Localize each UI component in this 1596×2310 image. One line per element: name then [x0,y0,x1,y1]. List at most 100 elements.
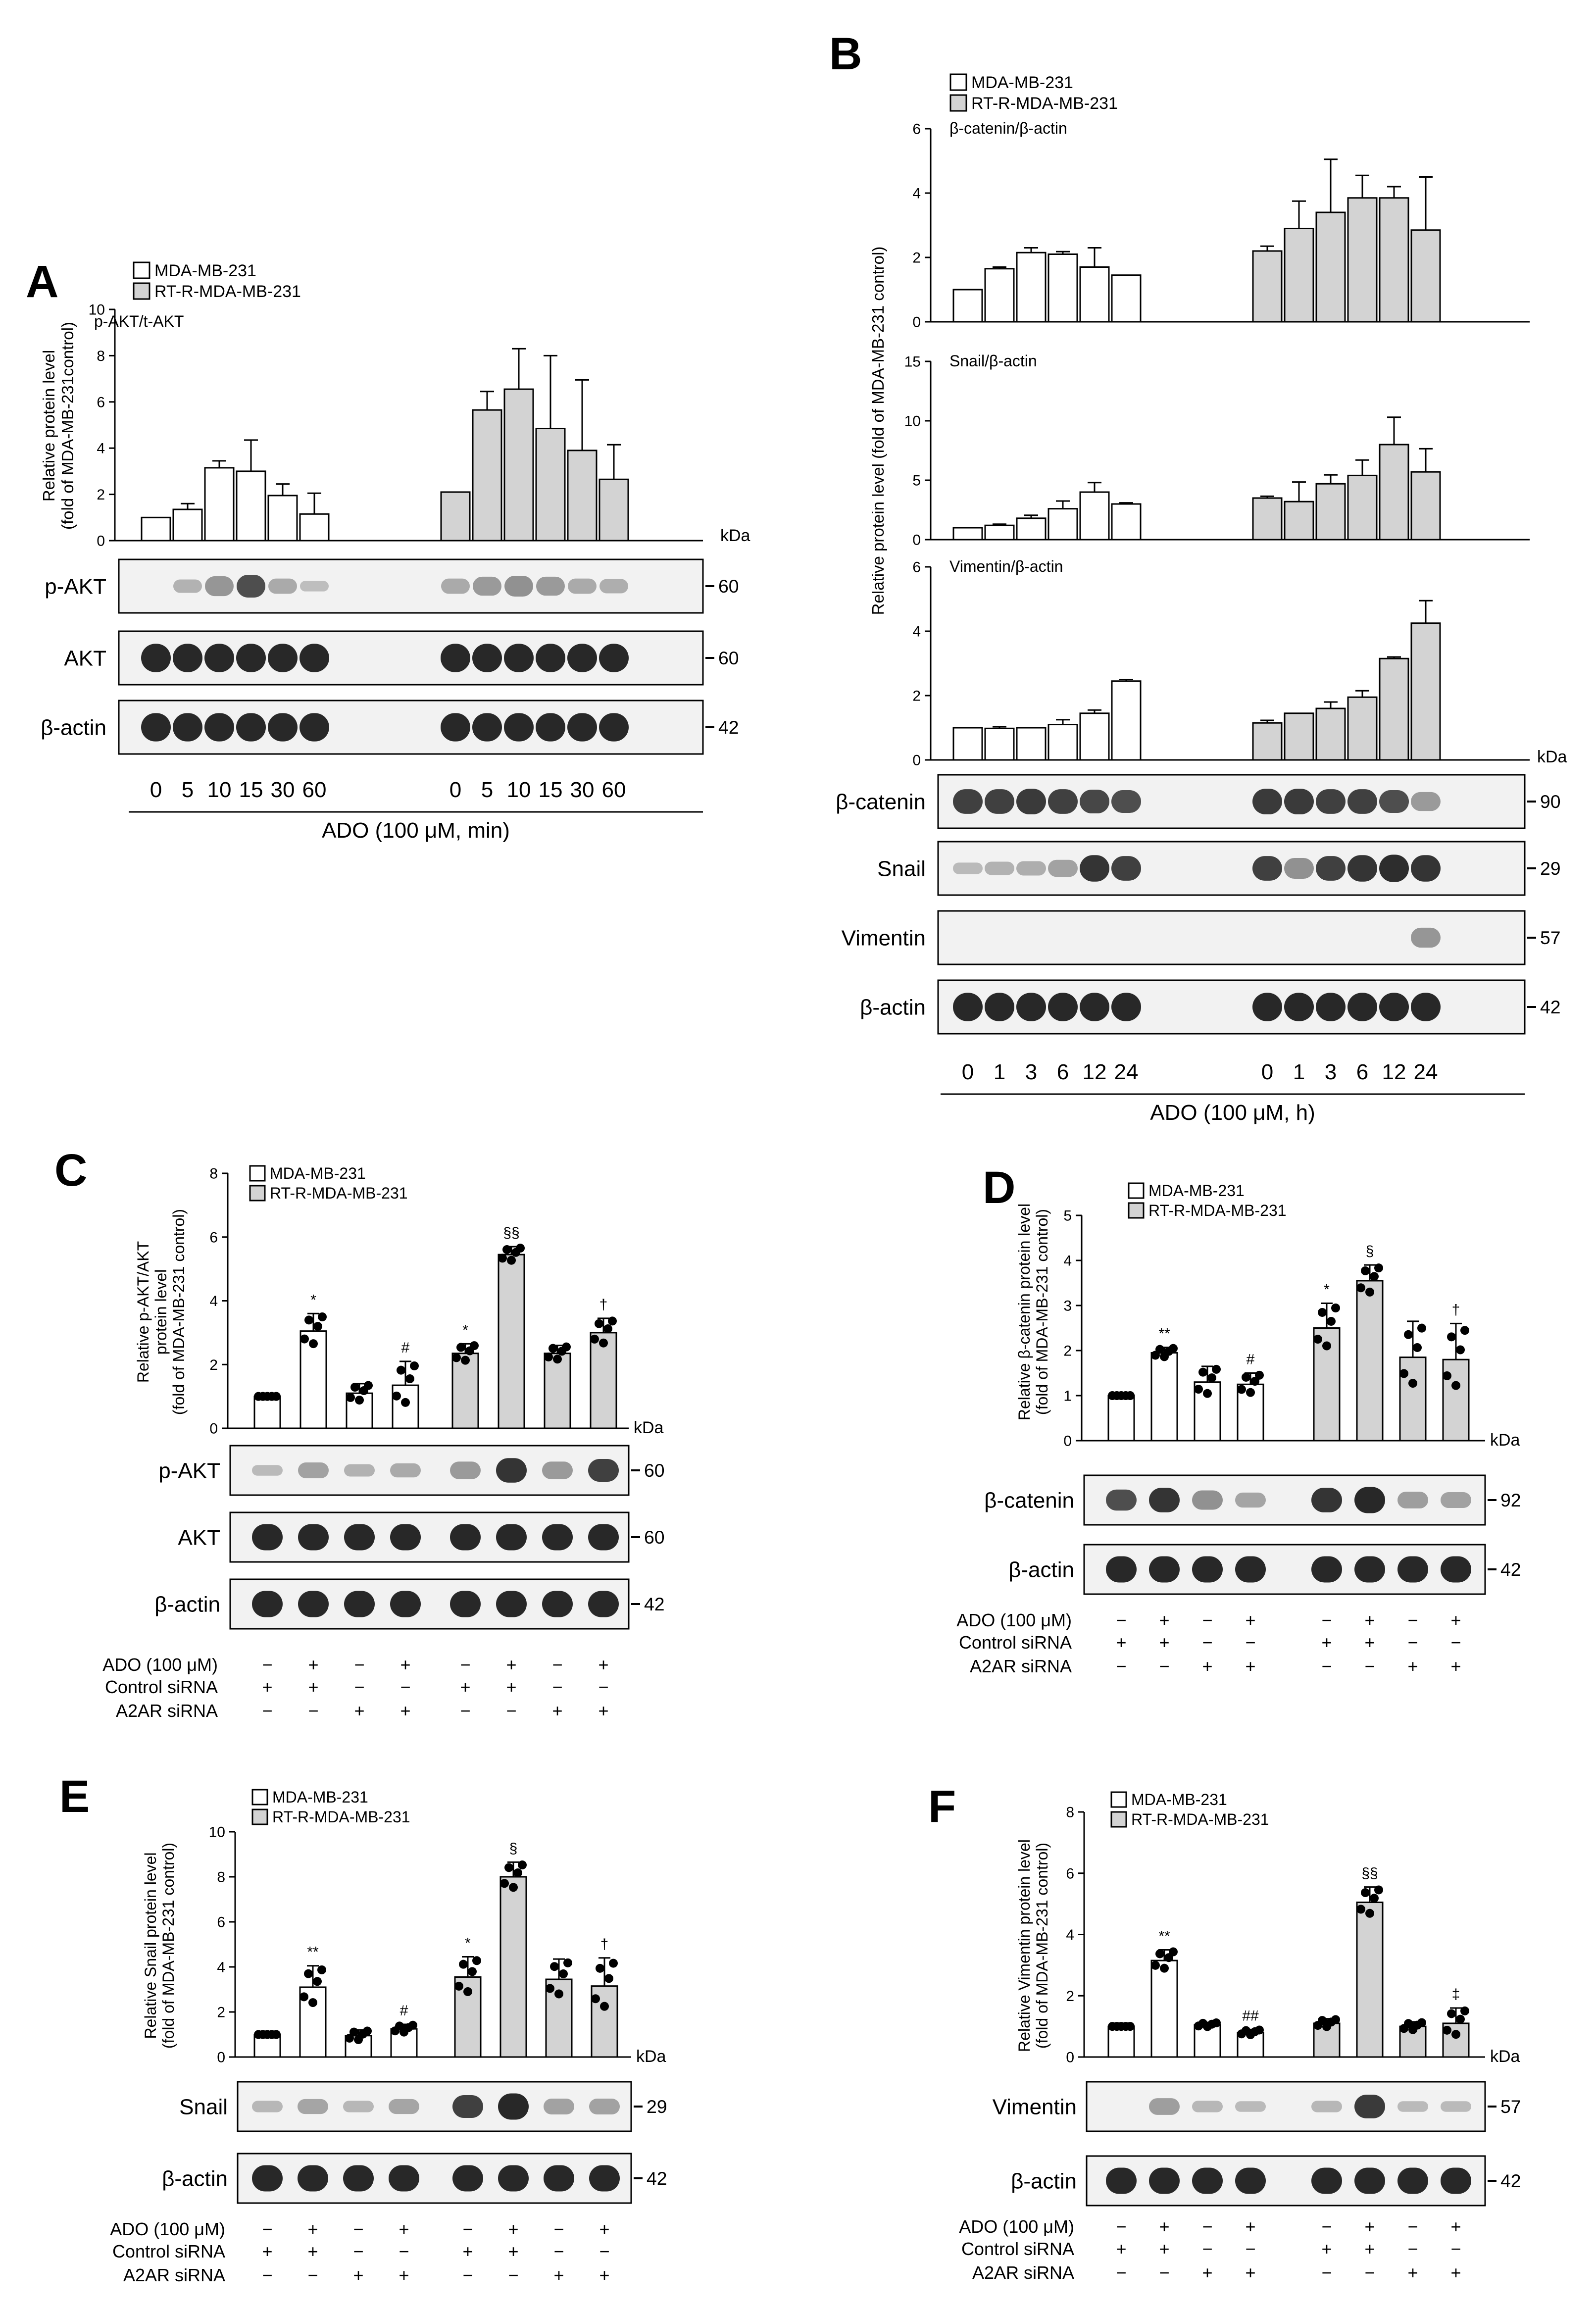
treatment-sign: + [1159,2216,1169,2237]
blot-band [1106,1556,1137,1583]
legend-label: RT-R-MDA-MB-231 [1131,1810,1269,1828]
data-point [1408,1379,1417,1388]
blot-band [441,713,470,742]
bar [1410,622,1441,761]
treatment-sign: − [552,1655,562,1675]
y-axis-label: Relative p-AKT/AKT [134,1241,152,1383]
treatment-sign: + [1321,2239,1332,2259]
legend-swatch-grey [1128,1202,1145,1219]
data-point [1361,1266,1370,1275]
bar [535,428,566,542]
bar [1252,497,1283,541]
y-tick-label: 8 [209,1166,218,1182]
panel-subtitle: β-catenin/β-actin [949,119,1067,137]
kda-header: kDa [634,1418,664,1437]
data-point [1169,1344,1178,1353]
significance-marker: ** [307,1944,319,1960]
treatment-sign: − [353,2219,363,2239]
treatment-sign: + [307,2219,318,2239]
treatment-sign: + [1450,2262,1461,2283]
data-point [313,1977,322,1986]
treatment-sign: + [1202,2262,1212,2283]
treatment-sign: + [462,2241,473,2261]
bar [1111,503,1142,541]
bar [1079,712,1110,761]
blot-band [542,1591,573,1617]
data-point [1242,1372,1250,1382]
y-tick-label: 8 [1066,1805,1074,1821]
blot-band [985,993,1014,1021]
bar [1379,657,1409,761]
time-label: 5 [481,778,493,802]
kda-header: kDa [1490,2047,1520,2066]
y-tick-label: 8 [217,1869,225,1886]
y-tick-label: 2 [1063,1343,1072,1359]
data-point [600,2002,609,2011]
panel-letter-F: F [928,1781,956,1832]
bar [544,1353,571,1429]
bar [236,470,266,542]
treatment-sign: + [1245,1656,1255,1676]
bar [1347,197,1378,323]
data-point [309,1339,318,1349]
y-tick-label: 3 [1063,1298,1072,1314]
data-point [392,1391,401,1401]
data-point [590,1334,599,1344]
legend-swatch-white [133,261,150,279]
blot-band [1397,2101,1428,2112]
bar [1079,491,1110,541]
treatment-sign: + [1450,1610,1461,1630]
data-point [591,1994,600,2004]
blot-band [343,2165,374,2192]
treatment-label: ADO (100 μM) [102,1655,218,1675]
treatment-sign: − [553,2219,564,2239]
treatment-sign: + [354,1701,364,1721]
time-label: 3 [1325,1060,1337,1084]
blot-band [1397,1492,1428,1508]
significance-marker: §§ [1361,1865,1378,1882]
time-label: 1 [994,1060,1005,1084]
treatment-sign: + [400,1655,410,1675]
blot-band [588,1524,619,1551]
blot-label: Vimentin [842,926,926,950]
blot-band [141,713,171,742]
y-tick-label: 0 [1063,1433,1072,1450]
y-tick-label: 6 [209,1229,218,1246]
treatment-sign: − [1202,2239,1212,2259]
y-tick-label: 1 [1063,1388,1072,1405]
treatment-sign: − [353,2241,363,2261]
y-tick-label: 6 [1066,1865,1074,1882]
blot-band [1411,792,1441,811]
legend-swatch-white [251,1789,268,1806]
data-point [1456,1345,1465,1355]
bar [1047,724,1078,761]
time-label: 6 [1057,1060,1069,1084]
treatment-sign: + [599,2219,609,2239]
treatment-sign: − [1116,1610,1126,1630]
kda-value: 60 [718,648,739,668]
blot-band [568,578,597,594]
blot-band [1441,2101,1471,2112]
data-point [502,1245,511,1255]
kda-value: 92 [1500,1490,1521,1510]
treatment-sign: + [1202,1656,1212,1676]
blot-band [1235,1492,1266,1508]
blot-label: β-actin [1011,2169,1077,2193]
panel-letter-C: C [54,1145,87,1196]
blot-band [1048,859,1078,877]
data-point [401,1398,410,1407]
treatment-sign: + [308,1655,318,1675]
panel-subtitle: Vimentin/β-actin [949,557,1063,575]
blot-band [1235,2167,1266,2194]
blot-band [567,713,597,742]
blot-band [599,713,629,742]
blot-band [1316,789,1346,814]
bar [1356,1902,1384,2058]
data-point [1318,2016,1327,2025]
data-point [1207,1373,1216,1383]
treatment-sign: − [1450,2239,1461,2259]
treatment-sign: + [307,2241,318,2261]
legend-swatch-grey [1110,1811,1127,1828]
blot-label: Snail [877,856,926,881]
data-point [468,1967,477,1976]
